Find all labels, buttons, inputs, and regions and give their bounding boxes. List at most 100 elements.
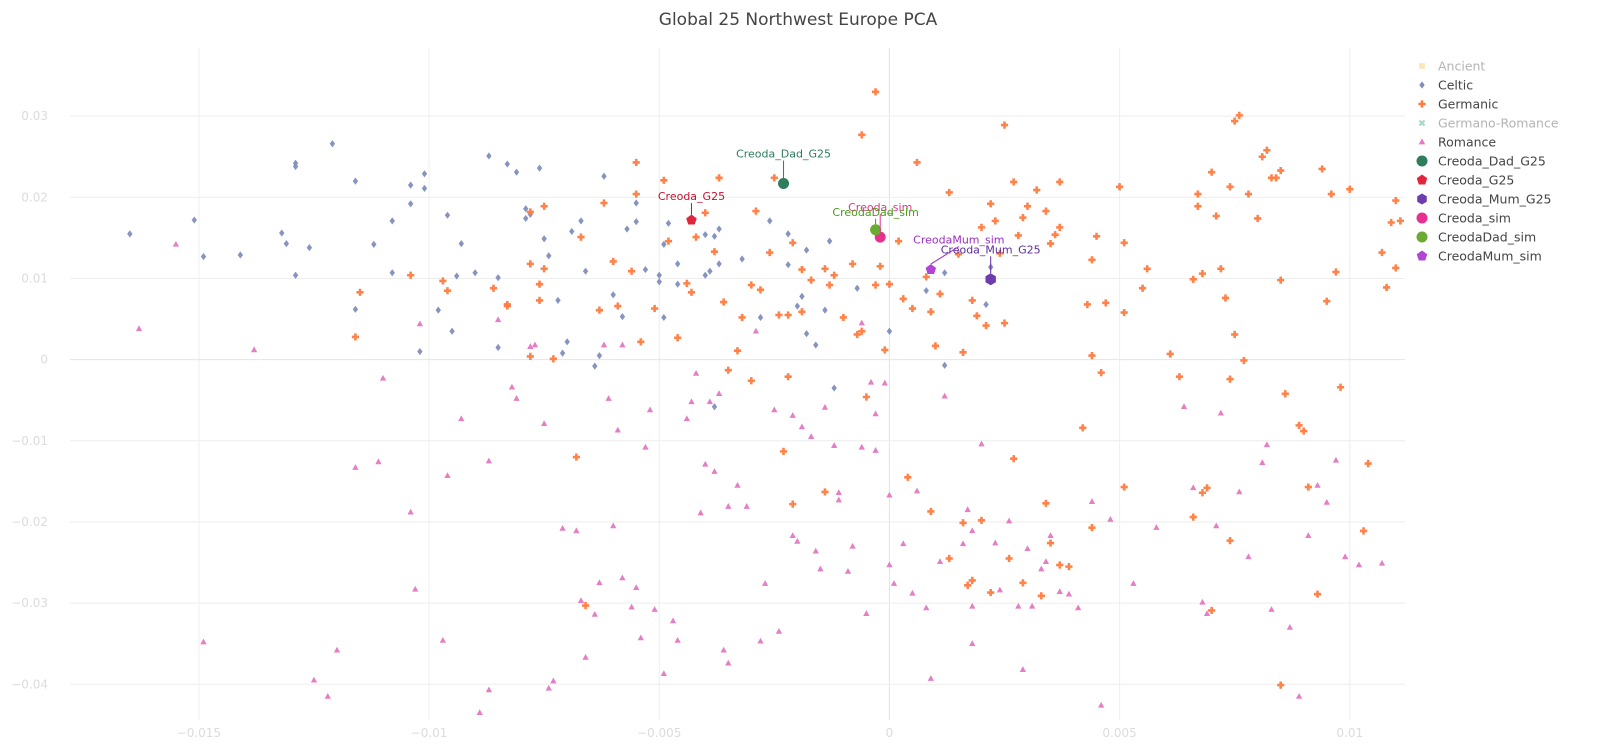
data-point [968, 296, 976, 305]
data-point [1392, 264, 1400, 272]
data-point [1139, 284, 1147, 292]
data-point [822, 306, 828, 314]
data-point [600, 341, 608, 348]
chart-title: Global 25 Northwest Europe PCA [659, 10, 938, 30]
data-point [923, 287, 929, 295]
data-point [458, 239, 464, 248]
data-point [674, 636, 681, 643]
data-point [913, 487, 921, 494]
legend[interactable]: Ancient Celtic Germanic Germano-Romance Roma… [1416, 59, 1559, 264]
data-point [904, 473, 912, 481]
data-point [899, 295, 907, 303]
data-point [1023, 202, 1032, 210]
data-point [1097, 369, 1105, 377]
data-point [702, 460, 709, 467]
legend-item-creoda-dad-g25[interactable]: Creoda_Dad_G25 [1416, 154, 1546, 169]
data-point [417, 347, 423, 356]
data-point [559, 349, 566, 357]
data-point [766, 248, 774, 257]
data-point [1208, 168, 1216, 176]
data-point [1277, 681, 1285, 689]
data-point [619, 313, 626, 321]
data-point [1235, 111, 1243, 119]
legend-item-creodamum-sim[interactable]: CreodaMum_sim [1416, 249, 1542, 264]
data-point [775, 311, 783, 319]
data-point [1203, 610, 1211, 616]
data-point [683, 415, 691, 422]
legend-label: Creoda_G25 [1438, 173, 1514, 188]
data-point [1065, 563, 1073, 571]
data-point [752, 207, 760, 215]
data-point [945, 554, 953, 563]
data-point [959, 519, 967, 527]
legend-item-germanic[interactable]: Germanic [1418, 97, 1499, 112]
data-point [656, 271, 662, 279]
data-point [504, 160, 511, 168]
data-point [237, 251, 244, 259]
data-point [945, 188, 953, 197]
data-point [476, 709, 483, 715]
legend-item-celtic[interactable]: Celtic [1419, 78, 1473, 93]
data-point [536, 164, 543, 172]
data-point [1120, 308, 1128, 317]
data-point [1378, 559, 1386, 566]
data-point [941, 269, 948, 277]
data-point [1042, 558, 1050, 565]
legend-item-romance[interactable]: Romance [1418, 135, 1497, 150]
legend-item-creodadad-sim[interactable]: CreodaDad_sim [1416, 230, 1537, 245]
data-point [1194, 190, 1202, 198]
data-point [651, 304, 659, 313]
data-point [1088, 351, 1096, 360]
data-point [941, 392, 948, 399]
legend-item-creoda-sim[interactable]: Creoda_sim [1416, 211, 1511, 226]
data-point [1098, 701, 1105, 708]
data-point [725, 659, 732, 666]
x-tick-label: −0.015 [177, 726, 221, 740]
legend-symbol [1419, 63, 1425, 69]
data-point [895, 237, 903, 245]
data-point [371, 240, 377, 249]
legend-label: Ancient [1438, 59, 1485, 74]
data-point [541, 235, 547, 243]
data-point [885, 280, 894, 288]
legend-symbol [1418, 100, 1426, 108]
legend-item-creoda-mum-g25[interactable]: Creoda_Mum_G25 [1417, 192, 1552, 207]
legend-symbol [1416, 250, 1428, 261]
data-point [555, 296, 561, 305]
data-point [664, 237, 673, 245]
data-point [757, 637, 764, 644]
data-point [803, 246, 810, 254]
y-tick-label: 0.03 [21, 109, 48, 123]
legend-item-creoda-g25[interactable]: Creoda_G25 [1416, 173, 1515, 188]
data-point [785, 261, 791, 269]
data-point [858, 319, 865, 326]
data-point [954, 250, 963, 258]
data-point [573, 527, 580, 534]
data-point [798, 423, 806, 430]
data-point [784, 373, 792, 381]
data-point [596, 351, 603, 360]
data-point [922, 273, 930, 281]
data-point [1056, 561, 1064, 569]
x-tick-label: 0 [886, 726, 894, 740]
data-point [416, 320, 424, 327]
data-point [508, 383, 516, 390]
data-point [329, 140, 336, 148]
legend-label: Germano-Romance [1438, 116, 1559, 131]
data-point [1240, 356, 1248, 365]
data-point [725, 503, 732, 509]
data-point [854, 284, 860, 292]
data-point [1038, 565, 1045, 572]
data-point [1327, 190, 1335, 198]
data-point [927, 507, 935, 516]
data-point [292, 162, 299, 171]
data-point [472, 269, 478, 277]
data-point [324, 692, 331, 699]
data-point [710, 248, 719, 256]
legend-item-ancient[interactable]: Ancient [1419, 59, 1485, 74]
legend-item-germano-romance[interactable]: Germano-Romance [1417, 116, 1559, 131]
data-point [601, 172, 607, 180]
data-point [1056, 588, 1063, 595]
data-point [582, 267, 589, 275]
